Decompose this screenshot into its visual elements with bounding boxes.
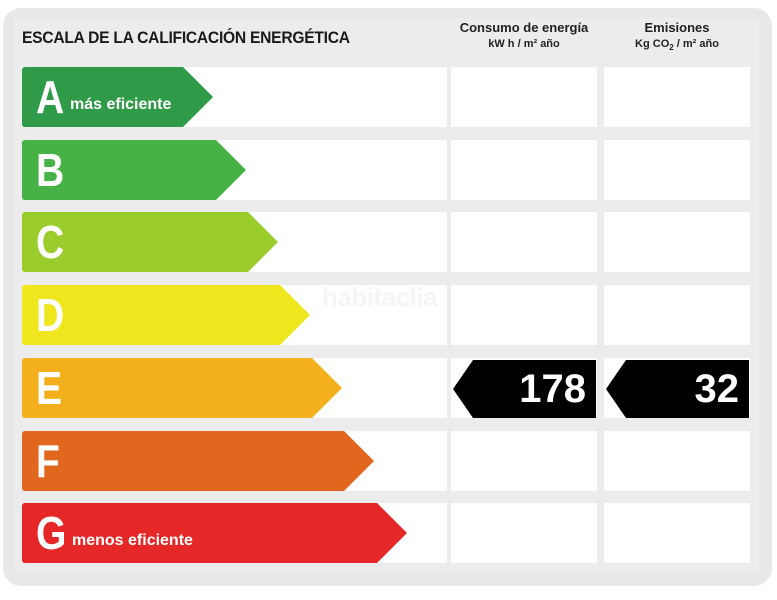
energy-cell — [451, 140, 597, 200]
emissions-cell — [604, 67, 750, 127]
emissions-column-header: Emisiones Kg CO2 / m² año — [604, 20, 750, 56]
emissions-cell — [604, 140, 750, 200]
energy-column-title: Consumo de energía — [459, 20, 589, 35]
emissions-cell — [604, 503, 750, 563]
rating-arrow-c: C — [22, 212, 278, 272]
emissions-value-badge: 32 — [606, 360, 749, 418]
rating-letter: B — [36, 144, 65, 196]
energy-cell — [451, 503, 597, 563]
rating-letter: D — [36, 289, 65, 341]
rating-arrow-f: F — [22, 431, 374, 491]
emissions-column-unit: Kg CO2 / m² año — [635, 38, 719, 53]
energy-column-unit: kW h / m² año — [488, 38, 560, 50]
rating-letter: C — [36, 216, 65, 268]
rating-caption: más eficiente — [70, 96, 172, 113]
energy-value: 178 — [519, 367, 586, 411]
rating-arrow-d: D — [22, 285, 310, 345]
energy-cell — [451, 212, 597, 272]
rating-letter: E — [36, 362, 63, 414]
rating-arrow-e: E — [22, 358, 342, 418]
emissions-column-title: Emisiones — [644, 20, 710, 35]
rating-arrow-b: B — [22, 140, 246, 200]
rating-letter: A — [36, 71, 65, 123]
energy-cell — [451, 285, 597, 345]
rating-arrow-a: A más eficiente — [22, 67, 213, 127]
emissions-cell — [604, 285, 750, 345]
rating-letter: F — [36, 435, 60, 487]
energy-value-badge: 178 — [453, 360, 596, 418]
energy-cell — [451, 67, 597, 127]
rating-caption: menos eficiente — [72, 532, 193, 549]
rating-arrow-g: G menos eficiente — [22, 503, 407, 563]
energy-cell — [451, 431, 597, 491]
emissions-cell — [604, 212, 750, 272]
emissions-value: 32 — [694, 367, 740, 411]
watermark: habitaclia — [322, 282, 437, 312]
emissions-cell — [604, 431, 750, 491]
rating-letter: G — [36, 507, 67, 559]
energy-column-header: Consumo de energía kW h / m² año — [451, 20, 597, 52]
scale-title: ESCALA DE LA CALIFICACIÓN ENERGÉTICA — [22, 28, 350, 47]
